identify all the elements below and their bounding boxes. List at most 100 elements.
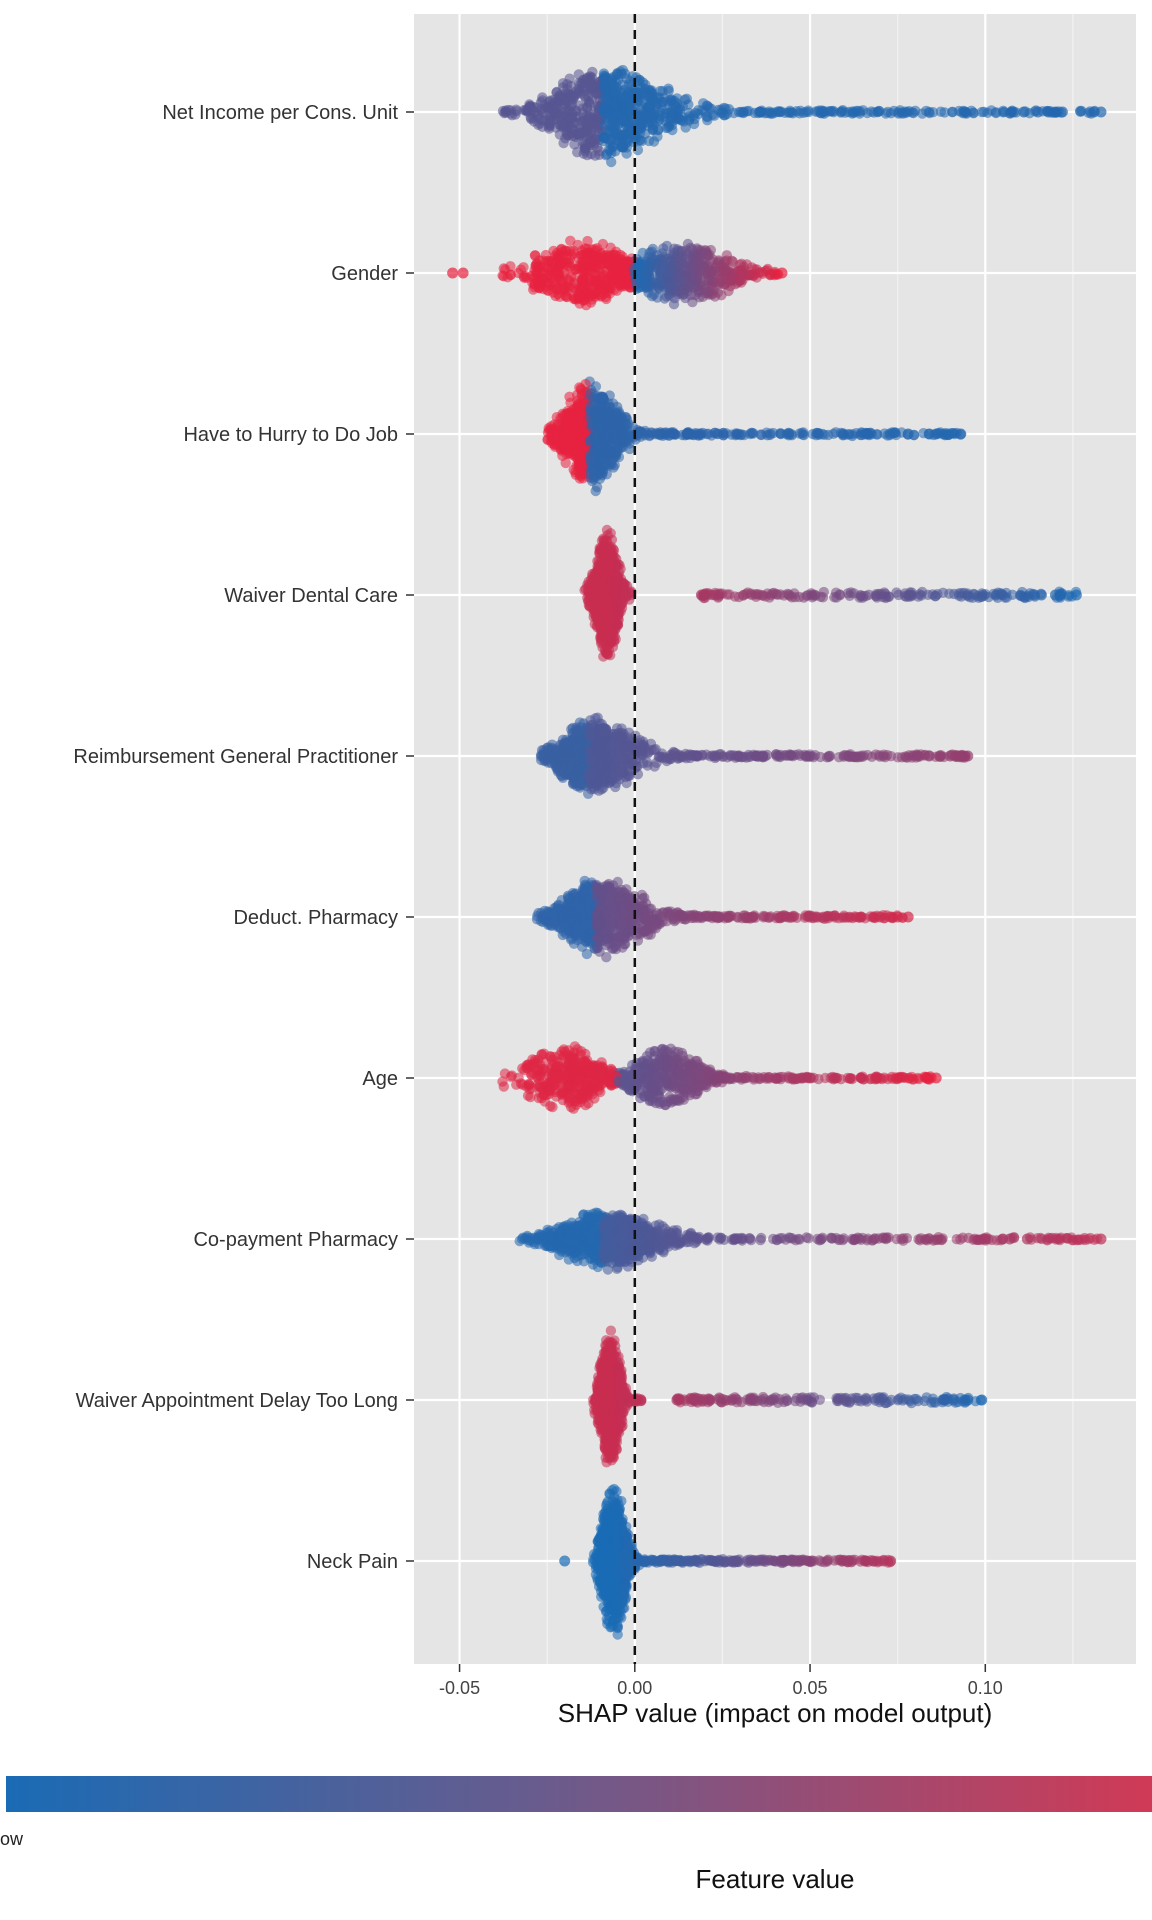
data-point [556,244,567,255]
data-point [666,94,677,105]
data-point [568,93,579,105]
data-point [610,266,622,278]
data-point [601,600,613,612]
data-point [773,106,784,118]
data-point [622,732,633,743]
data-point [605,528,616,539]
data-point [823,750,835,762]
outlier-point [962,750,974,762]
data-point [617,767,628,778]
data-point [873,750,885,761]
data-point [961,107,972,118]
data-point [664,290,675,301]
data-point [679,430,691,441]
data-point [597,271,608,282]
data-point [622,136,633,148]
data-point [497,105,509,117]
data-point [783,427,794,439]
data-point [620,586,632,598]
data-point [599,748,611,760]
data-point [610,570,621,581]
outlier-point [923,750,935,762]
data-point [603,541,615,553]
data-point [519,104,530,116]
data-point [607,585,618,596]
data-point [575,128,586,139]
data-point [636,135,647,147]
data-point [768,587,780,599]
data-point [649,108,660,120]
data-point [646,252,658,263]
data-point [726,275,737,286]
data-point [663,85,674,97]
data-point [605,75,616,87]
outlier-point [902,428,914,440]
data-point [598,763,609,775]
data-point [848,751,859,763]
data-point [787,108,799,119]
outlier-point [930,428,942,440]
data-point [559,737,571,749]
data-point [912,750,923,761]
outlier-point [1095,106,1107,118]
data-point [585,388,596,399]
data-point [927,589,938,600]
data-point [515,264,527,275]
data-point [606,456,617,468]
data-point [589,257,600,268]
data-point [837,105,848,116]
data-point [617,251,628,262]
data-point [531,102,542,114]
data-point [719,266,730,277]
data-point [669,428,680,440]
data-point [696,257,708,268]
data-point [771,751,783,762]
data-point [882,106,893,118]
data-point [818,105,829,117]
data-point [540,256,552,267]
data-point [554,90,566,101]
data-point [701,111,712,122]
data-point [757,751,769,763]
data-point [558,137,569,149]
data-point [671,107,682,118]
data-point [598,103,609,114]
data-point [800,751,811,762]
data-point [584,770,595,781]
data-point [617,115,629,126]
data-point [553,268,564,280]
data-point [578,273,589,284]
data-point [608,252,619,264]
data-point [589,137,600,148]
data-point [585,729,596,740]
data-point [885,751,897,762]
beeswarm-row [497,64,1107,168]
outlier-point [1018,106,1030,118]
data-point [564,408,575,419]
data-point [741,588,752,600]
data-point [607,121,618,132]
data-point [917,108,928,119]
data-point [656,96,667,108]
data-point [505,269,516,280]
data-point [603,777,615,789]
data-point [604,89,615,100]
data-point [765,108,776,119]
data-point [707,265,719,276]
outlier-point [934,750,946,762]
data-point [590,568,602,579]
data-point [596,738,607,749]
data-point [917,586,928,598]
data-point [601,563,613,574]
outlier-point [1007,106,1019,118]
data-point [995,589,1007,600]
data-point [703,428,714,439]
data-point [830,427,842,438]
data-point [710,281,721,293]
data-point [652,279,663,291]
outlier-point [1035,589,1047,601]
data-point [604,445,615,457]
data-point [543,425,555,436]
beeswarm-layer [447,64,1107,1640]
data-point [505,108,516,119]
